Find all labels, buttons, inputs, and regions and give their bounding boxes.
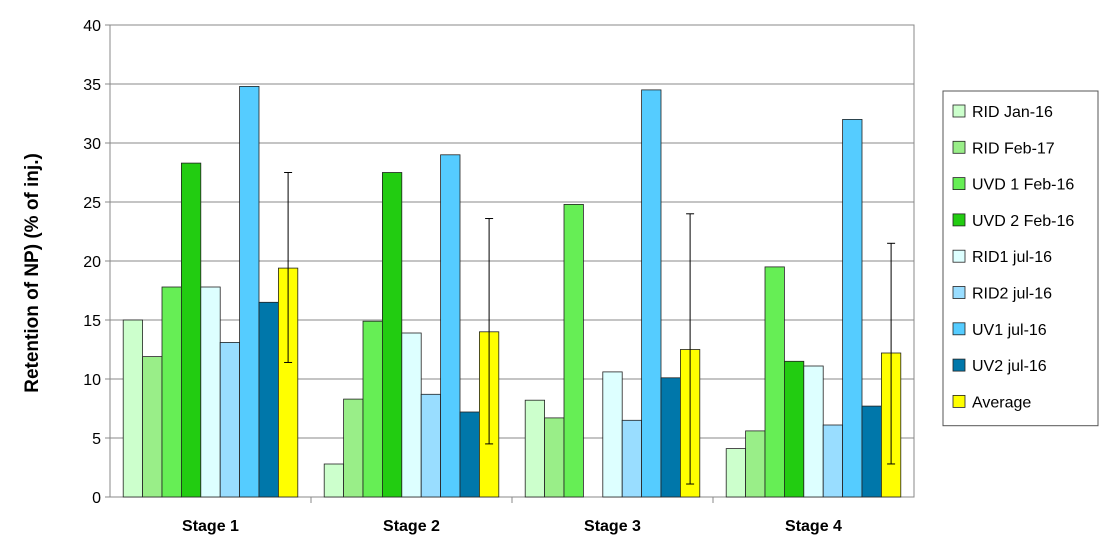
legend-swatch [952,140,966,154]
y-tick-label: 5 [92,431,101,448]
y-tick-label: 40 [83,18,101,35]
bar [122,319,143,498]
legend-swatch [952,358,966,372]
bar [219,341,240,498]
x-category-label: Stage 3 [584,518,641,535]
y-axis-label: Retention of NP) (% of inj.) [22,153,43,393]
legend-swatch [952,394,966,408]
x-category-label: Stage 1 [182,518,239,535]
bar [420,393,442,498]
bar [764,266,785,498]
x-category-label: Stage 2 [383,518,440,535]
bar [362,320,383,498]
legend-label: Average [972,394,1031,411]
legend-label: UVD 2 Feb-16 [972,213,1074,230]
bar [161,286,182,498]
bar [861,405,882,498]
bar [660,377,681,498]
bar [440,154,461,498]
bar [142,356,163,498]
bar [822,424,844,498]
legend-label: RID1 jul-16 [972,249,1052,266]
bar [258,301,279,498]
legend-swatch [952,177,966,191]
y-tick-label: 20 [83,254,101,271]
bar [621,419,643,498]
bar [323,463,345,498]
bar [563,203,584,498]
y-tick-label: 0 [92,490,101,507]
legend-swatch [952,286,966,299]
bar [239,86,260,498]
bar [524,399,546,498]
legend-label: RID Jan-16 [972,104,1053,121]
y-tick-label: 30 [83,136,101,153]
legend-label: RID2 jul-16 [972,286,1052,303]
bar [725,448,747,498]
legend-label: RID Feb-17 [972,140,1055,157]
y-tick-label: 25 [83,195,101,212]
bar [544,417,565,498]
bar [200,286,221,498]
bar [784,360,805,498]
bar [381,172,403,498]
legend-swatch [952,322,966,336]
y-tick-label: 10 [83,372,101,389]
y-tick-label: 35 [83,77,101,94]
y-tick-label: 15 [83,313,101,330]
bar [180,162,202,498]
bar [842,119,863,498]
axes: 0 5 10 15 20 25 30 35 40 Stage 1 Stage 2 Stage 3 Sta… [83,18,842,535]
x-category-label: Stage 4 [785,518,842,535]
bar [343,398,364,498]
legend-label: UVD 1 Feb-16 [972,177,1074,194]
bar [401,332,422,498]
legend-swatch [952,249,966,263]
bar [745,430,766,498]
bars [122,86,902,498]
bar [803,365,824,498]
legend-swatch [952,104,966,118]
error-bars [284,172,896,485]
legend: RID Jan-16 RID Feb-17 UVD 1 Feb-16 UVD 2 Fe… [942,90,1099,427]
bar [641,89,662,498]
legend-label: UV2 jul-16 [972,358,1047,375]
bar [459,411,480,498]
bar [602,371,623,498]
legend-label: UV1 jul-16 [972,322,1047,339]
legend-box [942,90,1099,427]
legend-swatch [952,213,966,227]
